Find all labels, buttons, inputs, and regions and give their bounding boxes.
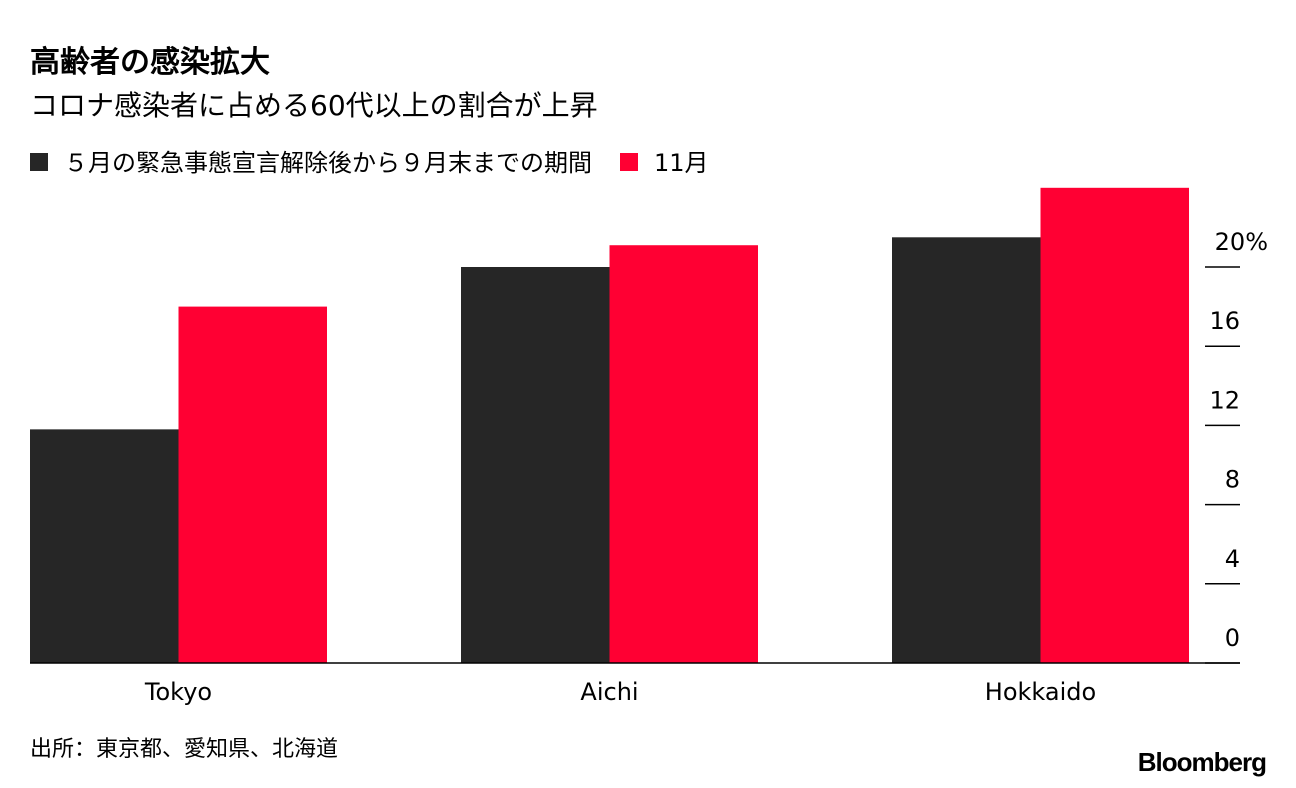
- bar: [30, 429, 179, 663]
- legend-label: 11月: [654, 149, 709, 177]
- y-tick-label: 16: [1209, 307, 1240, 335]
- logo: Bloomberg: [1138, 747, 1266, 777]
- y-tick-label: 4: [1225, 545, 1240, 573]
- y-tick-label: 12: [1209, 386, 1240, 414]
- legend-swatch: [620, 153, 638, 171]
- chart-subtitle: コロナ感染者に占める60代以上の割合が上昇: [30, 89, 598, 122]
- bar: [178, 306, 327, 663]
- chart-title: 高齢者の感染拡大: [30, 45, 270, 80]
- bar: [609, 245, 758, 663]
- bar: [892, 237, 1041, 664]
- x-tick-label: Hokkaido: [985, 678, 1096, 706]
- x-tick-label: Aichi: [580, 678, 638, 706]
- bar: [461, 267, 610, 663]
- bar: [1040, 187, 1189, 664]
- y-tick-label: 0: [1225, 624, 1240, 652]
- y-tick-label: 20%: [1215, 228, 1268, 256]
- y-tick-label: 8: [1225, 466, 1240, 494]
- legend-swatch: [30, 153, 48, 171]
- legend-label: ５月の緊急事態宣言解除後から９月末までの期間: [64, 149, 592, 177]
- source: 出所：東京都、愛知県、北海道: [30, 737, 338, 762]
- x-tick-label: Tokyo: [144, 678, 212, 706]
